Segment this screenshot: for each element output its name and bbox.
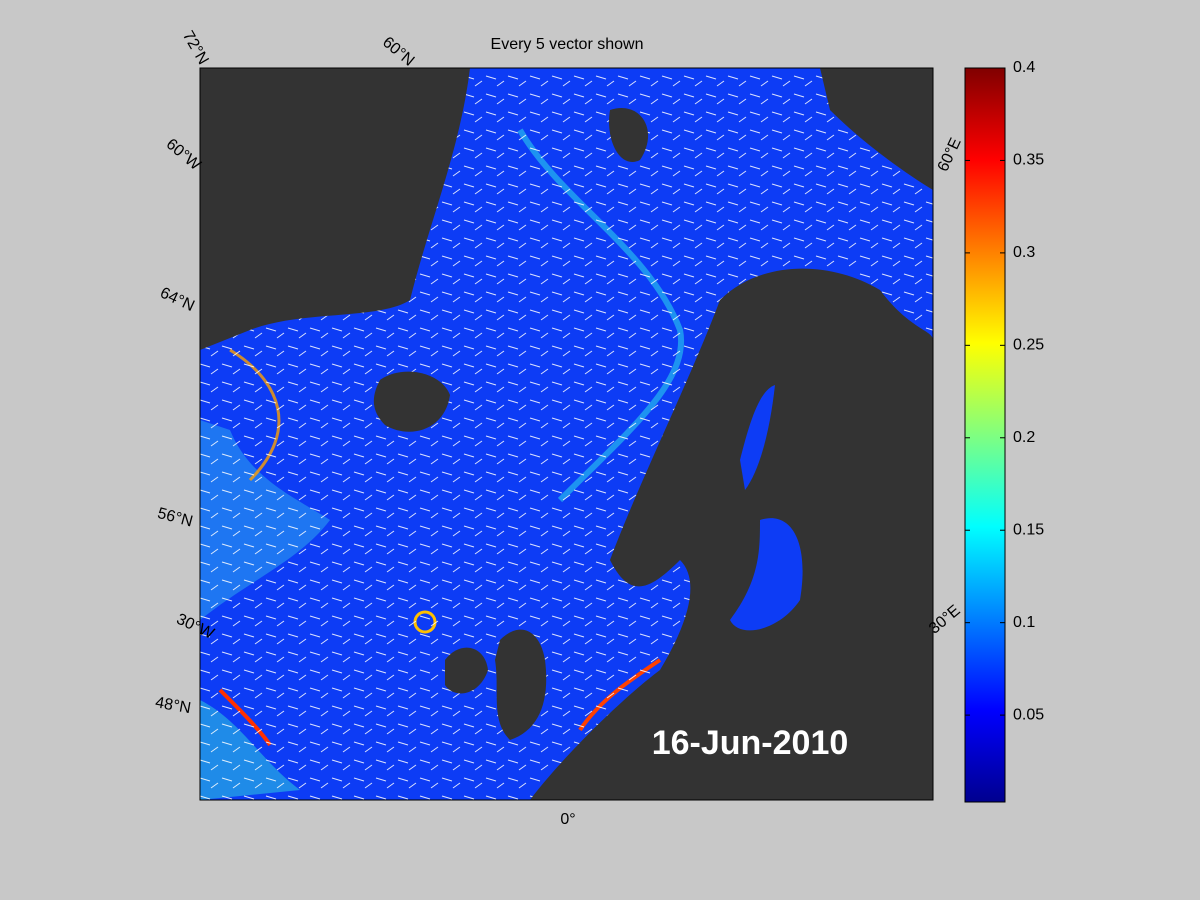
colorbar-tick-label: 0.25	[1013, 337, 1044, 354]
colorbar: 0.05 0.1 0.15 0.2 0.25 0.3 0.35 0.4	[964, 59, 1044, 803]
land-novaya-zemlya	[820, 68, 933, 190]
land-ireland	[445, 647, 488, 694]
colorbar-tick-label: 0.05	[1013, 706, 1044, 723]
land-europe	[530, 268, 933, 800]
graticule-label: 56°N	[156, 505, 195, 531]
colorbar-tick-label: 0.15	[1013, 521, 1044, 538]
graticule-label: 60°E	[935, 135, 965, 174]
gulf-bothnia	[740, 385, 775, 490]
graticule-label: 64°N	[157, 284, 197, 315]
land-svalbard	[609, 108, 649, 162]
graticule-label: 60°N	[379, 34, 417, 70]
graticule-label: 60°W	[163, 136, 205, 175]
graticule-label: 0°	[560, 811, 575, 828]
colorbar-tick-label: 0.35	[1013, 152, 1044, 169]
land-greenland	[200, 68, 470, 350]
map-frame	[199, 67, 934, 801]
baltic-sea	[730, 518, 803, 631]
map-title: Every 5 vector shown	[491, 36, 644, 53]
colorbar-scale	[964, 67, 1006, 803]
date-label: 16-Jun-2010	[652, 724, 849, 762]
graticule-label: 48°N	[154, 694, 192, 717]
land-britain	[495, 629, 547, 740]
colorbar-tick-label: 0.1	[1013, 614, 1035, 631]
colorbar-tick-label: 0.2	[1013, 429, 1035, 446]
colorbar-tick-label: 0.4	[1013, 59, 1035, 76]
land-iceland	[373, 371, 450, 432]
map	[200, 68, 933, 800]
colorbar-tick-label: 0.3	[1013, 244, 1035, 261]
graticule-label: 72°N	[179, 28, 212, 67]
